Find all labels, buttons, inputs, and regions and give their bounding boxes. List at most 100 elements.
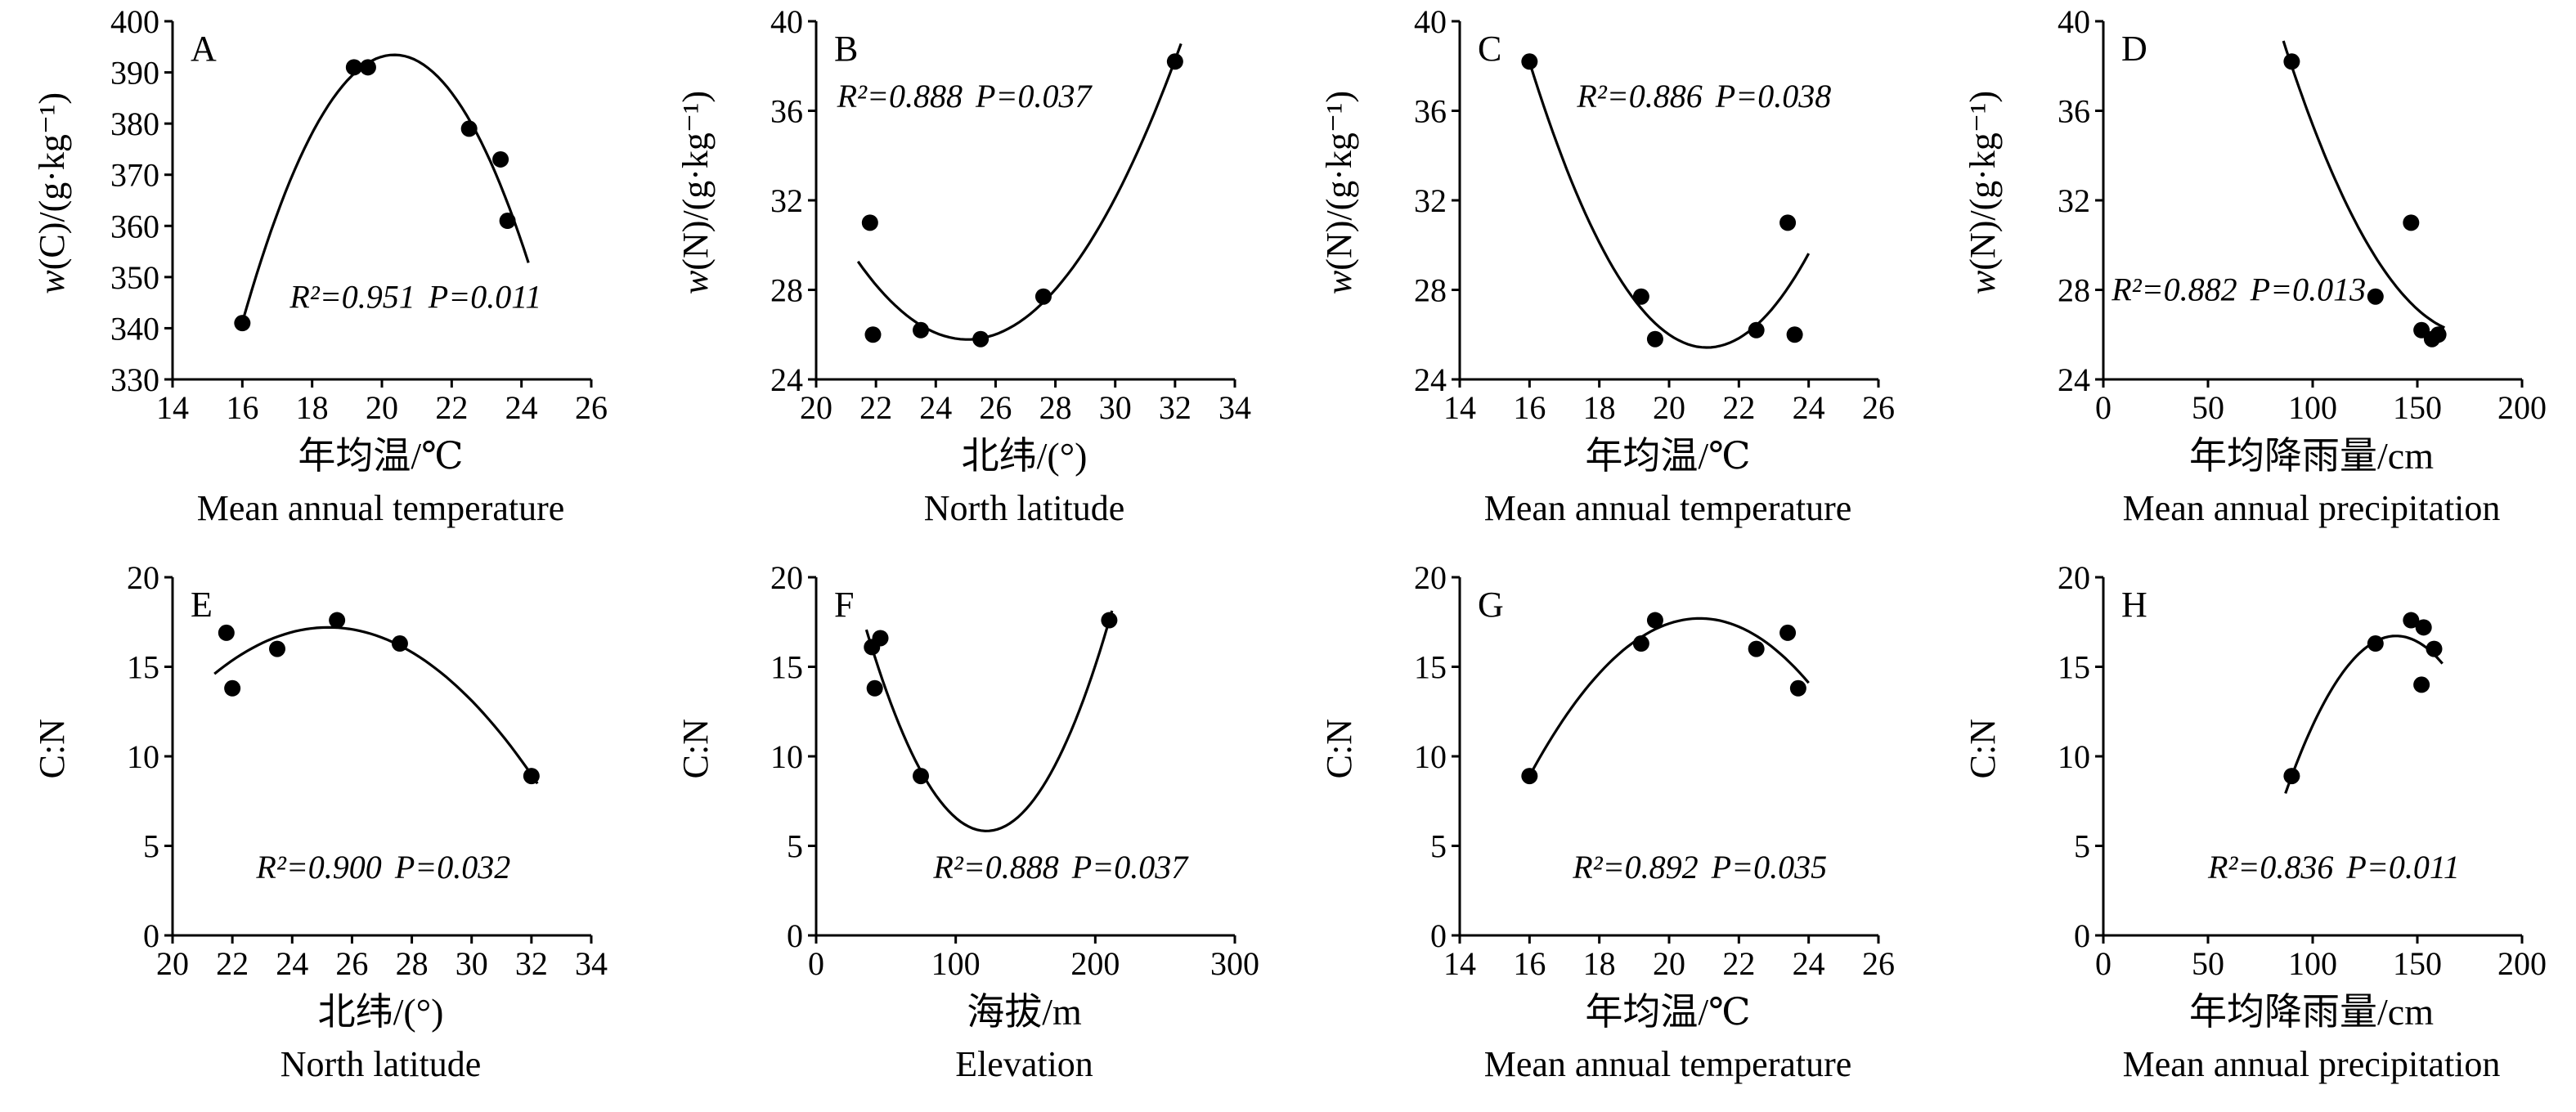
svg-text:24: 24 [276,945,308,982]
svg-text:32: 32 [2058,182,2090,219]
svg-text:28: 28 [770,272,803,309]
y-axis-label-d-text: (N)/(g·kg⁻¹) [1963,91,2003,271]
svg-text:A: A [191,29,217,69]
scatter-plot-c: 14 16 18 20 22 24 26 24 28 32 36 40 C R²=0.886 P=0.038 [1414,7,1895,426]
svg-text:14: 14 [156,389,189,426]
y-axis-label-a-italic: w [32,269,72,294]
y-axis-label-b: w(N)/(g·kg⁻¹) [672,7,720,432]
svg-text:0: 0 [1430,917,1447,954]
scatter-plot-h: 0 50 100 150 200 0 5 10 15 20 H R²=0.836 P=0.011 [2058,563,2547,982]
scatter-plot-e: 20 22 24 26 28 30 32 34 0 5 10 15 20 E R²=0.900 P=0.032 [127,563,608,982]
svg-text:32: 32 [1414,182,1447,219]
y-axis-label-f-text: C:N [675,719,716,779]
svg-text:20: 20 [770,563,803,596]
scatter-plot-f: 0 100 200 300 0 5 10 15 20 F R²=0.888 P=0.037 [770,563,1259,982]
x-axis-label-cn-e: 北纬/(°) [317,991,444,1033]
plot-row-b: w(N)/(g·kg⁻¹) 20 22 24 26 28 30 32 34 24 28 32 36 40… [672,7,1259,432]
x-axis-label-cn-a: 年均温/℃ [298,435,464,477]
svg-text:26: 26 [575,389,608,426]
y-axis-label-f: C:N [672,563,720,988]
svg-text:24: 24 [2058,361,2090,398]
svg-text:0: 0 [2095,945,2112,982]
scatter-plot-g: 14 16 18 20 22 24 26 0 5 10 15 20 G R²=0.892 P=0.035 [1414,563,1895,982]
svg-text:330: 330 [110,361,159,398]
svg-text:30: 30 [1098,389,1131,426]
svg-text:15: 15 [1414,649,1447,686]
svg-text:10: 10 [770,738,803,775]
svg-text:10: 10 [2058,738,2090,775]
x-axis-label-cn-c: 年均温/℃ [1585,435,1751,477]
svg-text:100: 100 [2288,389,2337,426]
svg-text:20: 20 [1653,945,1685,982]
svg-text:340: 340 [110,310,159,347]
x-axis-label-en-h: Mean annual precipitation [2122,1044,2501,1084]
y-axis-label-b-italic: w [675,271,716,295]
svg-text:H: H [2121,585,2147,625]
svg-text:0: 0 [2074,917,2090,954]
svg-text:28: 28 [2058,272,2090,309]
plot-row-f: C:N 0 100 200 300 0 5 10 15 20 F R²=0.888 P=0.037 [672,563,1259,988]
y-axis-label-d-italic: w [1963,271,2003,295]
svg-text:5: 5 [787,828,803,865]
svg-text:20: 20 [1414,563,1447,596]
y-axis-label-g-text: C:N [1319,719,1359,779]
svg-text:0: 0 [143,917,159,954]
svg-text:20: 20 [156,945,189,982]
y-axis-label-c-text: (N)/(g·kg⁻¹) [1319,91,1359,271]
y-axis-label-e-text: C:N [32,719,72,779]
plot-row-h: C:N 0 50 100 150 200 0 5 10 15 20 H R²=0.836 P=0.011 [1959,563,2547,988]
svg-text:20: 20 [366,389,398,426]
svg-text:26: 26 [335,945,368,982]
svg-text:32: 32 [770,182,803,219]
svg-text:E: E [191,585,213,625]
svg-text:350: 350 [110,259,159,296]
svg-text:26: 26 [979,389,1012,426]
x-axis-label-cn-h: 年均降雨量/cm [2189,991,2434,1033]
svg-text:10: 10 [1414,738,1447,775]
x-axis-label-en-g: Mean annual temperature [1483,1044,1852,1084]
y-axis-label-h-text: C:N [1963,719,2003,779]
svg-text:5: 5 [2074,828,2090,865]
scatter-plot-b: 20 22 24 26 28 30 32 34 24 28 32 36 40 B R²=0.888 P=0.0… [770,7,1251,426]
x-axis-label-en-d: Mean annual precipitation [2122,488,2501,528]
x-axis-label-cn-g: 年均温/℃ [1585,991,1751,1033]
svg-text:30: 30 [455,945,487,982]
svg-text:24: 24 [1792,945,1824,982]
svg-text:200: 200 [1070,945,1120,982]
panel-a: w(C)/(g·kg⁻¹) 14 16 18 20 22 24 26 330 340 350 360… [0,0,644,556]
svg-text:370: 370 [110,157,159,194]
svg-text:36: 36 [770,93,803,130]
plot-row-a: w(C)/(g·kg⁻¹) 14 16 18 20 22 24 26 330 340 350 360… [29,7,616,432]
x-axis-label-cn-b: 北纬/(°) [961,435,1088,477]
panel-d: w(N)/(g·kg⁻¹) 0 50 100 150 200 24 28 32 36 40 D R²=… [1931,0,2574,556]
svg-text:200: 200 [2497,389,2547,426]
svg-text:0: 0 [2095,389,2112,426]
plot-row-g: C:N 14 16 18 20 22 24 26 0 5 10 15 20 G R²=0.892 P=0.0… [1316,563,1903,988]
svg-text:28: 28 [395,945,428,982]
svg-text:150: 150 [2393,389,2442,426]
y-axis-label-b-text: (N)/(g·kg⁻¹) [675,91,716,271]
x-axis-label-en-c: Mean annual temperature [1483,488,1852,528]
svg-text:24: 24 [770,361,803,398]
svg-text:18: 18 [1582,389,1615,426]
svg-text:28: 28 [1039,389,1071,426]
svg-text:22: 22 [859,389,892,426]
svg-text:380: 380 [110,105,159,142]
y-axis-label-a: w(C)/(g·kg⁻¹) [29,7,76,432]
svg-text:5: 5 [1430,828,1447,865]
svg-text:150: 150 [2393,945,2442,982]
svg-text:22: 22 [216,945,249,982]
svg-text:400: 400 [110,7,159,40]
svg-text:15: 15 [2058,649,2090,686]
x-axis-label-cn-d: 年均降雨量/cm [2189,435,2434,477]
svg-text:24: 24 [505,389,537,426]
svg-text:22: 22 [1722,945,1755,982]
panel-c: w(N)/(g·kg⁻¹) 14 16 18 20 22 24 26 24 28 32 36 40 C R… [1287,0,1931,556]
scatter-plot-d: 0 50 100 150 200 24 28 32 36 40 D R²=0.882 P=0.013 [2058,7,2547,426]
